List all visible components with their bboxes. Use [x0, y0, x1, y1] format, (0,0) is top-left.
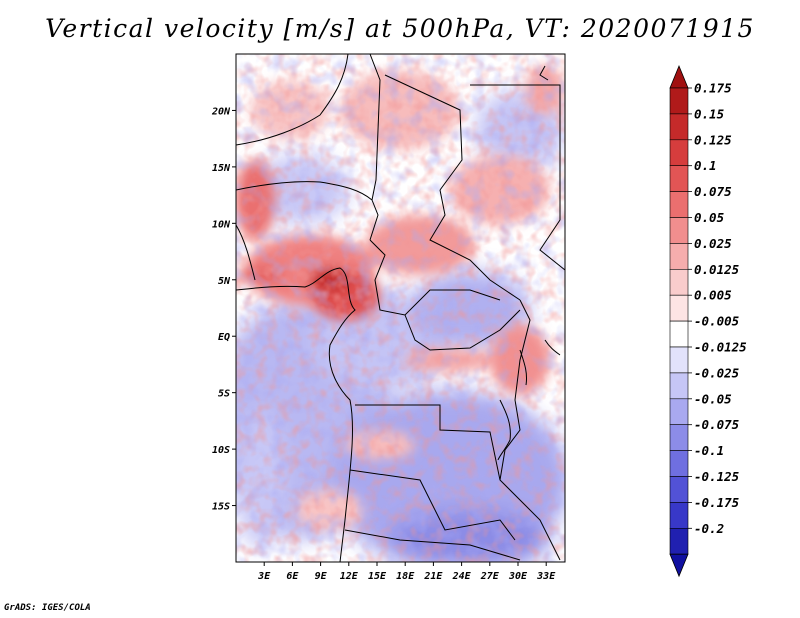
lon-tick-label: 6E — [286, 571, 299, 582]
colorbar-label: -0.1 — [694, 443, 724, 458]
longitude-axis: 3E 6E 9E 12E 15E 18E 21E 24E 27E 30E 33E — [257, 562, 556, 582]
colorbar-top-arrow — [669, 64, 689, 89]
lat-tick-label: 15S — [212, 502, 230, 513]
colorbar-label: 0.025 — [694, 236, 732, 251]
colorbar-segment — [669, 450, 689, 477]
colorbar-segment — [669, 113, 689, 141]
lat-tick-label: EQ — [218, 332, 230, 343]
lat-tick-label: 10S — [212, 445, 230, 456]
colorbar-segment — [669, 191, 689, 218]
map-panel — [236, 54, 565, 562]
lon-tick-label: 30E — [508, 571, 528, 582]
lon-tick-label: 18E — [396, 571, 415, 582]
lon-tick-label: 24E — [452, 571, 472, 582]
lat-tick-label: 20N — [211, 106, 231, 117]
colorbar-label: -0.005 — [694, 314, 740, 329]
colorbar-label: 0.0125 — [694, 262, 740, 277]
colorbar-label: 0.15 — [694, 106, 725, 121]
colorbar-label: 0.05 — [694, 210, 725, 225]
colorbar-label: 0.125 — [694, 132, 732, 147]
colorbar-label: -0.2 — [694, 521, 724, 536]
colorbar-label: -0.0125 — [694, 340, 747, 355]
lon-tick-label: 9E — [315, 571, 328, 582]
coastlines-and-borders — [236, 54, 565, 562]
lon-tick-label: 21E — [423, 571, 443, 582]
map-title: Vertical velocity [m/s] at 500hPa, VT: 2… — [45, 14, 755, 43]
lat-tick-label: 5N — [218, 276, 231, 287]
colorbar-segment — [669, 243, 689, 270]
colorbar-segment — [669, 372, 689, 400]
lon-tick-label: 12E — [340, 571, 359, 582]
colorbar-label: -0.125 — [694, 469, 740, 484]
lat-tick-label: 10N — [212, 219, 231, 230]
map-frame — [235, 53, 566, 563]
lon-tick-label: 3E — [257, 571, 271, 582]
colorbar-segment — [669, 165, 689, 192]
colorbar-segment — [669, 346, 689, 374]
colorbar-label: 0.175 — [694, 81, 732, 96]
colorbar-label: -0.075 — [694, 417, 740, 432]
colorbar-segment — [669, 502, 689, 529]
footer-credit: GrADS: IGES/COLA — [4, 603, 91, 613]
colorbar-segment — [669, 87, 689, 115]
colorbar: 0.175 0.15 0.125 0.1 0.075 0.05 0.025 0.0125 0.0… — [669, 64, 747, 578]
colorbar-label: -0.05 — [694, 391, 732, 406]
colorbar-segment — [669, 320, 689, 348]
lon-tick-label: 33E — [536, 571, 556, 582]
colorbar-segment — [669, 139, 689, 167]
colorbar-label: 0.005 — [694, 288, 732, 303]
colorbar-segment — [669, 476, 689, 503]
lon-tick-label: 15E — [368, 571, 387, 582]
colorbar-segment — [669, 424, 689, 451]
lon-tick-label: 27E — [480, 571, 500, 582]
colorbar-segment — [669, 398, 689, 425]
colorbar-label: -0.175 — [694, 495, 740, 510]
colorbar-label: 0.075 — [694, 184, 732, 199]
colorbar-label: 0.1 — [694, 158, 717, 173]
colorbar-segment — [669, 294, 689, 322]
colorbar-segment — [669, 527, 689, 555]
colorbar-segment — [669, 268, 689, 296]
latitude-axis: 20N 15N 10N 5N EQ 5S 10S 15S — [211, 106, 236, 513]
lat-tick-label: 15N — [212, 163, 231, 174]
colorbar-label: -0.025 — [694, 365, 740, 380]
lat-tick-label: 5S — [218, 389, 230, 400]
colorbar-segment — [669, 217, 689, 244]
colorbar-bottom-arrow — [669, 553, 689, 578]
